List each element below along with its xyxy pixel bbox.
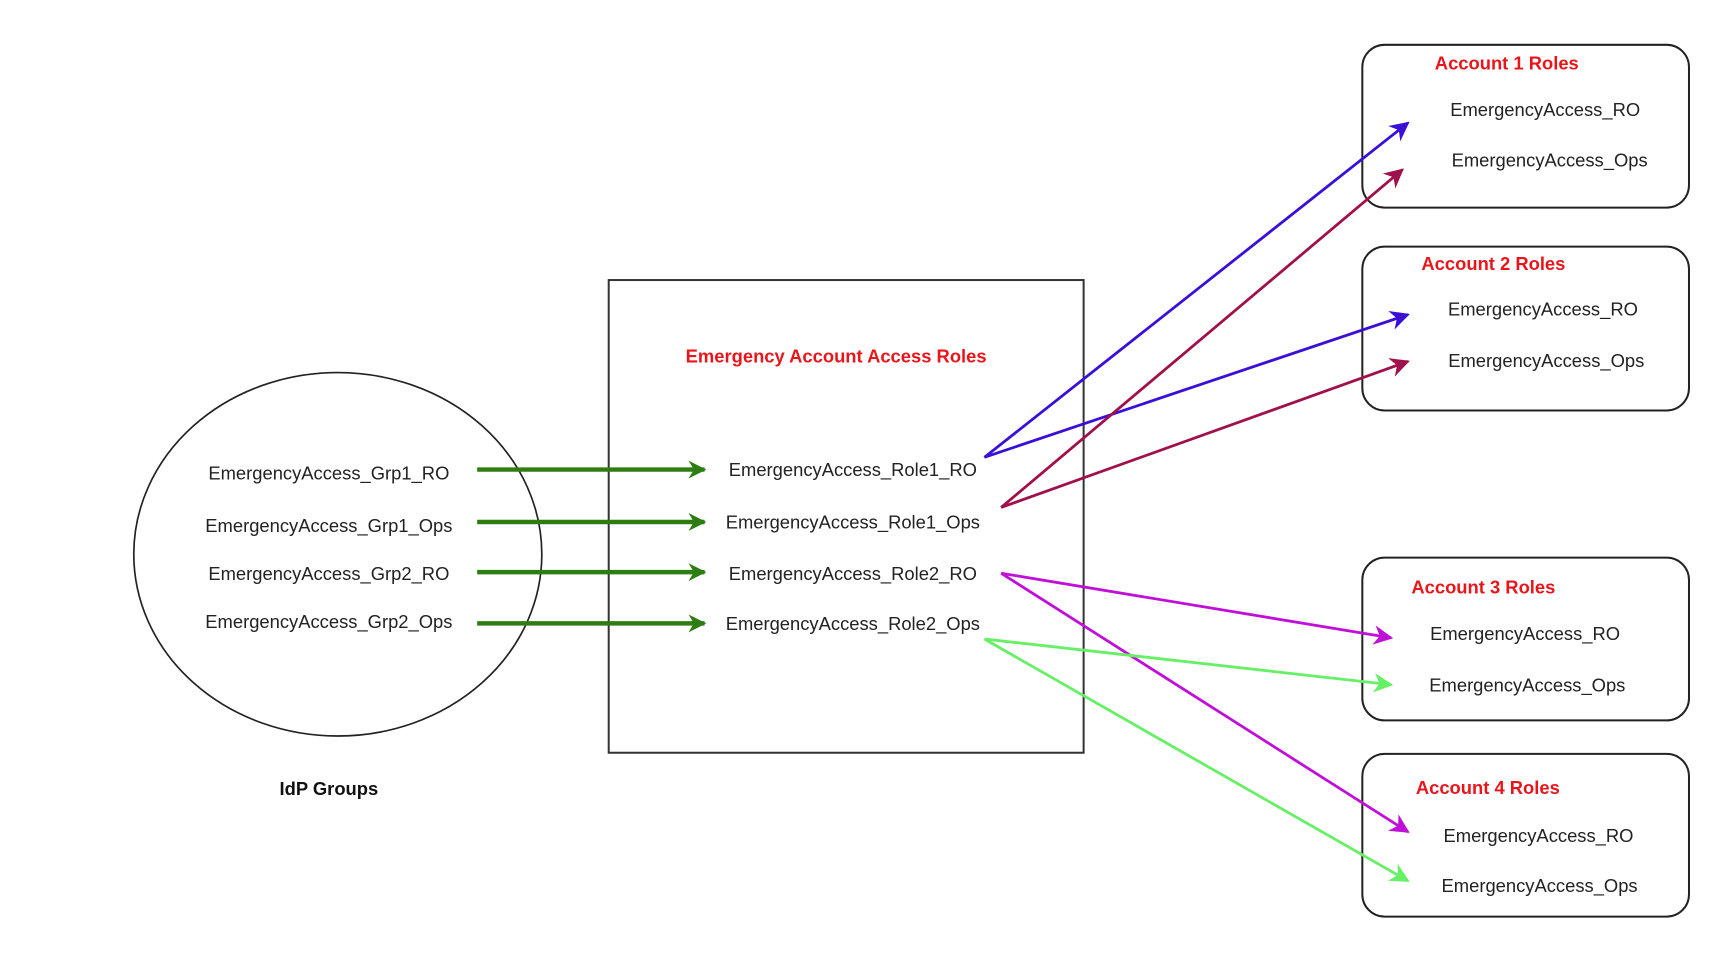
role1-ops-to-account2-arrow (1000, 358, 1410, 509)
role2-ro-to-account3-arrow (1000, 571, 1394, 645)
role2-ops-to-account3-arrow (984, 637, 1394, 693)
account-1-box (1361, 43, 1690, 209)
account-2-title: Account 2 Roles (1421, 253, 1565, 274)
account-role-label: EmergencyAccess_Ops (1452, 149, 1648, 171)
role-label: EmergencyAccess_Role1_Ops (726, 512, 980, 534)
role1-ops-to-account1-arrow (1000, 168, 1404, 509)
emergency-roles-title: Emergency Account Access Roles (686, 346, 987, 367)
idp-group-label: EmergencyAccess_Grp1_RO (208, 463, 449, 485)
account-role-label: EmergencyAccess_RO (1444, 825, 1634, 847)
role-label: EmergencyAccess_Role1_RO (729, 459, 977, 481)
account-role-label: EmergencyAccess_Ops (1448, 350, 1644, 372)
idp-groups-caption: IdP Groups (280, 778, 379, 799)
account-role-label: EmergencyAccess_Ops (1442, 875, 1638, 897)
account-3-box (1361, 556, 1690, 722)
idp-group-label: EmergencyAccess_Grp2_RO (208, 563, 449, 585)
account-4-title: Account 4 Roles (1416, 777, 1560, 798)
idp-group-label: EmergencyAccess_Grp1_Ops (205, 515, 452, 537)
account-1-title: Account 1 Roles (1435, 52, 1579, 73)
account-role-label: EmergencyAccess_RO (1450, 99, 1640, 121)
account-role-label: EmergencyAccess_Ops (1429, 674, 1625, 696)
role-label: EmergencyAccess_Role2_RO (729, 563, 977, 585)
account-role-label: EmergencyAccess_RO (1448, 299, 1638, 321)
idp-groups-ellipse (132, 371, 543, 737)
account-role-label: EmergencyAccess_RO (1430, 623, 1620, 645)
account-4-box (1361, 752, 1690, 918)
account-3-title: Account 3 Roles (1411, 576, 1555, 597)
role1-ro-to-account1-arrow (983, 121, 1410, 459)
role2-ops-to-account4-arrow (983, 637, 1410, 883)
role2-ro-to-account4-arrow (1000, 572, 1410, 834)
role1-ro-to-account2-arrow (983, 310, 1410, 459)
emergency-roles-box (607, 279, 1085, 754)
idp-group-label: EmergencyAccess_Grp2_Ops (205, 611, 452, 633)
role-label: EmergencyAccess_Role2_Ops (726, 613, 980, 635)
